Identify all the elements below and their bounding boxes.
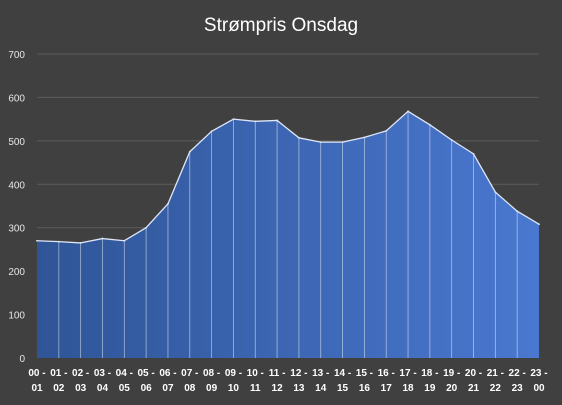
data-point [428, 123, 431, 126]
series-line-segment [123, 227, 147, 242]
series-line-segment [516, 210, 540, 225]
area-series [37, 111, 539, 358]
data-point [385, 129, 388, 132]
series-line-segment [407, 110, 431, 126]
x-tick-label: 12 -13 [290, 368, 307, 394]
area-fill [37, 111, 539, 358]
series-line-segment [364, 130, 387, 139]
category-dividers [58, 111, 518, 358]
series-line-segment [276, 119, 300, 139]
data-point [472, 152, 475, 155]
data-point [407, 110, 409, 113]
x-tick-label: 21 -22 [487, 368, 504, 394]
x-tick-label: 13 -14 [312, 368, 329, 394]
y-tick-label: 400 [8, 180, 25, 191]
data-point [319, 141, 322, 144]
series-line-segment [342, 136, 365, 143]
x-tick-label: 04 -05 [116, 368, 133, 394]
x-tick-label: 19 -20 [443, 368, 460, 394]
x-tick-label: 05 -06 [138, 368, 155, 394]
data-point [101, 237, 104, 240]
y-tick-label: 700 [8, 50, 25, 61]
data-point [298, 136, 300, 139]
x-tick-label: 10 -11 [247, 368, 264, 394]
data-point [36, 239, 38, 242]
y-tick-label: 100 [8, 311, 25, 322]
series-line-segment [451, 139, 474, 155]
series-line-segment [80, 237, 103, 244]
data-point [167, 202, 169, 205]
y-tick-label: 500 [8, 137, 25, 148]
series-line [36, 110, 540, 244]
y-axis-ticks: 0 100 200 300 400 500 600 700 [8, 50, 25, 365]
x-tick-label: 16 -17 [378, 368, 395, 394]
x-tick-label: 01 -02 [50, 368, 67, 394]
data-point [516, 210, 519, 213]
data-point [145, 226, 148, 229]
data-point [210, 130, 213, 133]
data-point [538, 223, 540, 226]
x-tick-label: 15 -16 [356, 368, 373, 394]
data-point [188, 150, 191, 153]
x-tick-label: 09 -10 [225, 368, 242, 394]
series-line-segment [494, 191, 518, 212]
x-tick-label: 14 -15 [334, 368, 351, 394]
data-point [341, 141, 344, 144]
x-tick-label: 18 -19 [421, 368, 438, 394]
series-line-segment [36, 240, 59, 243]
y-tick-label: 300 [8, 224, 25, 235]
data-point [494, 191, 497, 194]
data-point [79, 242, 82, 244]
x-tick-label: 00 -01 [28, 368, 45, 394]
series-line-segment [472, 153, 496, 193]
chart-title: Strømpris Onsdag [204, 15, 358, 36]
x-tick-label: 20 -21 [465, 368, 482, 394]
y-tick-label: 600 [8, 93, 25, 104]
series-line-segment [167, 151, 191, 205]
x-tick-label: 06 -07 [159, 368, 176, 394]
data-point [363, 136, 366, 139]
series-line-segment [211, 118, 234, 132]
y-tick-label: 200 [8, 267, 25, 278]
data-point [232, 118, 235, 121]
series-line-segment [255, 119, 278, 122]
y-tick-label: 0 [19, 354, 25, 365]
series-line-segment [298, 137, 321, 143]
series-line-segment [233, 118, 256, 122]
x-tick-label: 23 -00 [530, 368, 547, 394]
x-tick-label: 03 -04 [94, 368, 111, 394]
x-tick-label: 07 -08 [181, 368, 198, 394]
x-tick-label: 11 -12 [269, 368, 286, 394]
x-tick-label: 02 -03 [72, 368, 89, 394]
series-line-segment [189, 130, 213, 153]
data-point [254, 120, 257, 123]
data-point [123, 239, 126, 242]
x-tick-label: 08 -09 [203, 368, 220, 394]
data-point [276, 119, 278, 122]
series-line-segment [429, 124, 453, 141]
series-line-segment [58, 240, 81, 244]
x-tick-label: 22 -23 [509, 368, 526, 394]
series-line-segment [385, 110, 409, 132]
data-point [450, 139, 453, 141]
x-tick-label: 17 -18 [399, 368, 416, 394]
series-line-segment [145, 203, 169, 229]
series-line-segment [102, 237, 125, 242]
data-point [57, 240, 60, 243]
